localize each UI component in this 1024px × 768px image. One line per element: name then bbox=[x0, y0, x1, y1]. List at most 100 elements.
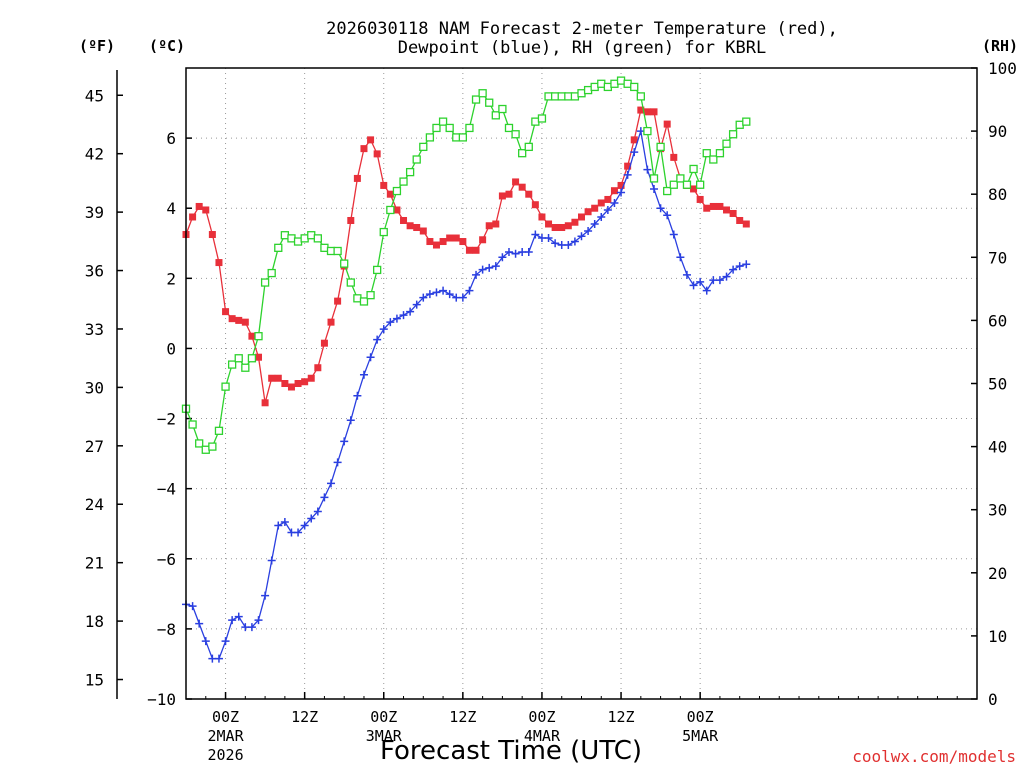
dewpoint-point bbox=[307, 514, 316, 523]
time-tick-label: 00Z bbox=[687, 708, 714, 726]
celsius-tick-label: −6 bbox=[157, 550, 176, 569]
rh-point bbox=[188, 420, 197, 429]
dewpoint-point bbox=[379, 325, 388, 334]
dewpoint-point bbox=[478, 265, 487, 274]
dewpoint-point bbox=[399, 311, 408, 320]
dewpoint-point bbox=[643, 165, 652, 174]
dewpoint-point bbox=[630, 148, 639, 157]
rh-point bbox=[656, 142, 665, 152]
dewpoint-point bbox=[439, 286, 448, 295]
temperature-point bbox=[571, 218, 579, 226]
dewpoint-point bbox=[531, 230, 540, 239]
rh-point bbox=[458, 133, 468, 142]
dewpoint-point bbox=[617, 188, 626, 197]
temperature-point bbox=[742, 220, 750, 228]
rh-point bbox=[260, 278, 270, 287]
temperature-point bbox=[301, 378, 309, 386]
time-tick-label: 12Z bbox=[291, 708, 318, 726]
dewpoint-point bbox=[392, 314, 401, 323]
dewpoint-point bbox=[663, 211, 672, 220]
fahrenheit-tick-label: 24 bbox=[85, 495, 104, 514]
dewpoint-point bbox=[458, 293, 467, 302]
celsius-unit-label: (ºC) bbox=[149, 37, 185, 55]
dewpoint-point bbox=[465, 286, 474, 295]
dewpoint-point bbox=[623, 170, 632, 179]
temperature-point bbox=[208, 231, 216, 239]
rh-point bbox=[669, 180, 678, 189]
dewpoint-point bbox=[491, 262, 500, 271]
dewpoint-point bbox=[353, 391, 362, 400]
temperature-point bbox=[551, 224, 559, 232]
time-tick-label: 12Z bbox=[449, 708, 476, 726]
dewpoint-line bbox=[185, 130, 747, 660]
dewpoint-point bbox=[214, 654, 223, 663]
fahrenheit-tick-label: 21 bbox=[85, 554, 104, 573]
dewpoint-point bbox=[551, 239, 560, 248]
dewpoint-point bbox=[524, 248, 533, 257]
rh-point bbox=[195, 439, 204, 448]
temperature-point bbox=[610, 187, 618, 195]
fahrenheit-tick-label: 15 bbox=[85, 671, 104, 690]
dewpoint-point bbox=[254, 616, 263, 625]
temperature-point bbox=[281, 380, 289, 387]
temperature-point bbox=[650, 108, 658, 116]
temperature-point bbox=[479, 236, 487, 244]
temperature-point bbox=[512, 178, 520, 186]
dewpoint-point bbox=[577, 232, 586, 241]
rh-point bbox=[498, 104, 507, 114]
dewpoint-point bbox=[406, 307, 415, 316]
dewpoint-point bbox=[715, 276, 724, 285]
dewpoint-point bbox=[511, 249, 520, 258]
dewpoint-point bbox=[261, 591, 270, 600]
rh-tick-label: 60 bbox=[988, 311, 1007, 330]
dewpoint-point bbox=[650, 184, 659, 193]
rh-point bbox=[649, 174, 659, 183]
dewpoint-point bbox=[445, 290, 454, 299]
temperature-point bbox=[690, 185, 698, 193]
celsius-tick-label: −2 bbox=[157, 410, 176, 429]
rh-point bbox=[346, 278, 355, 287]
temperature-point bbox=[624, 162, 632, 170]
temperature-point bbox=[485, 222, 493, 230]
rh-point bbox=[386, 205, 395, 215]
temperature-point bbox=[630, 136, 638, 144]
time-tick-label: 12Z bbox=[608, 708, 635, 726]
rh-point bbox=[518, 149, 527, 158]
rh-point bbox=[722, 139, 731, 148]
temperature-point bbox=[261, 399, 269, 407]
temperature-point bbox=[670, 153, 678, 161]
rh-point bbox=[267, 268, 276, 278]
fahrenheit-tick-label: 39 bbox=[85, 203, 104, 222]
rh-point bbox=[373, 265, 382, 275]
time-tick-label: 00Z bbox=[370, 708, 397, 726]
rh-point bbox=[340, 259, 349, 268]
temperature-point bbox=[564, 222, 572, 230]
dewpoint-point bbox=[676, 253, 685, 262]
rh-point bbox=[537, 114, 547, 123]
rh-point bbox=[478, 89, 487, 98]
temperature-point bbox=[439, 238, 447, 246]
rh-point bbox=[465, 123, 474, 133]
dewpoint-point bbox=[742, 260, 751, 269]
dewpoint-point bbox=[603, 205, 612, 214]
temperature-point bbox=[419, 227, 427, 235]
temperature-point bbox=[498, 192, 506, 200]
dewpoint-point bbox=[682, 270, 691, 279]
dewpoint-point bbox=[346, 416, 355, 425]
plot-frame bbox=[185, 67, 978, 700]
dewpoint-point bbox=[386, 318, 395, 327]
dewpoint-point bbox=[610, 198, 619, 207]
rh-tick-label: 50 bbox=[988, 375, 1007, 394]
temperature-point bbox=[709, 202, 717, 210]
temperature-point bbox=[492, 220, 500, 228]
temperature-point bbox=[452, 234, 460, 242]
temperature-point bbox=[248, 332, 256, 340]
celsius-tick-label: 0 bbox=[166, 339, 176, 358]
dewpoint-point bbox=[584, 227, 593, 236]
dewpoint-point bbox=[234, 612, 243, 621]
rh-point bbox=[366, 291, 375, 300]
temperature-point bbox=[334, 297, 342, 305]
rh-tick-label: 10 bbox=[988, 627, 1007, 646]
temperature-point bbox=[393, 206, 401, 214]
rh-point bbox=[313, 234, 322, 243]
